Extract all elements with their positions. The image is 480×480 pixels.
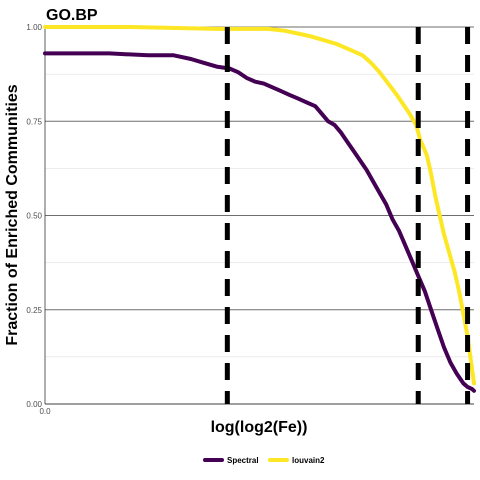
axis-layer (44, 27, 474, 405)
chart-title: GO.BP (46, 7, 98, 24)
legend: Spectral louvain2 (203, 456, 325, 465)
legend-label-louvain2: louvain2 (292, 456, 325, 465)
y-tick-label: 0.75 (26, 117, 42, 126)
y-tick-label: 0.50 (26, 212, 42, 221)
x-axis-title: log(log2(Fe)) (211, 419, 308, 436)
y-tick-label: 1.00 (26, 23, 42, 32)
series-line-spectral (43, 51, 476, 393)
y-tick-label: 0.25 (26, 306, 42, 315)
legend-label-spectral: Spectral (227, 456, 259, 465)
reference-lines (224, 27, 471, 404)
y-axis-title: Fraction of Enriched Communities (4, 84, 21, 345)
series-line-louvain2 (43, 25, 476, 386)
y-tick-label: 0.00 (26, 400, 42, 409)
x-tick-label: 0.0 (39, 407, 51, 416)
series-layer (43, 25, 476, 393)
tick-labels: 0.00 0.25 0.50 0.75 1.00 0.0 (26, 23, 51, 416)
